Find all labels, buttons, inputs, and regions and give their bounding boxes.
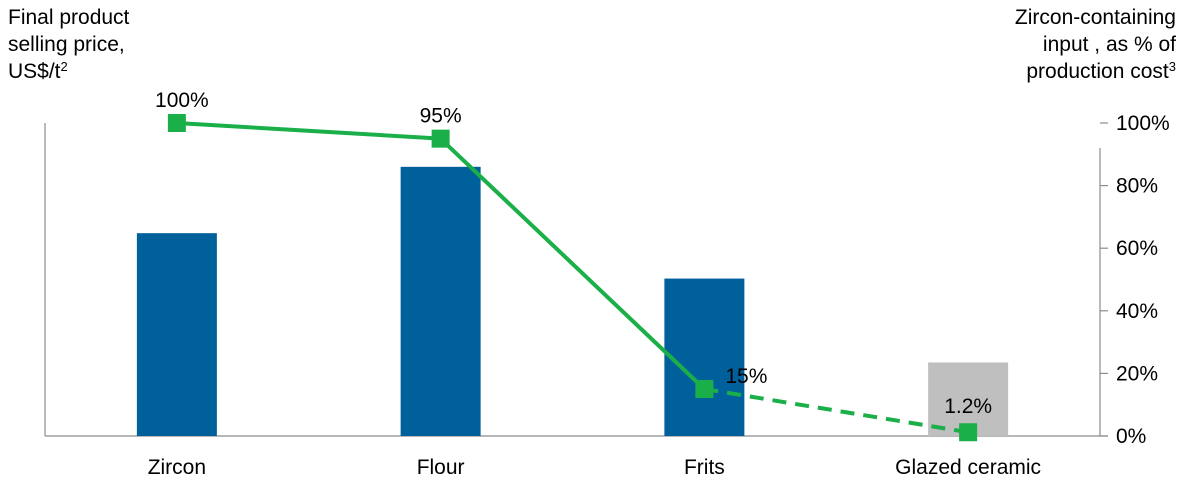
right-tick-label-80: 80% — [1116, 175, 1158, 198]
left-axis-title-line3: US$/t2 — [8, 59, 68, 83]
line-series — [167, 114, 978, 442]
labels: 0% 20% 40% 60% 80% 100% Zircon Flour Frits Glazed… — [148, 89, 1170, 479]
right-axis-title-line1: Zircon-containing — [1014, 6, 1176, 29]
left-axis-title-line1: Final product — [8, 6, 130, 29]
right-tick-label-60: 60% — [1116, 237, 1158, 260]
category-label-glazed-ceramic: Glazed ceramic — [895, 456, 1041, 479]
bar-flour — [400, 166, 481, 436]
point-label-frits: 15% — [725, 365, 767, 388]
bar-zircon — [136, 233, 217, 436]
marker-frits — [695, 380, 714, 399]
category-label-frits: Frits — [684, 456, 725, 479]
marker-glazed-ceramic — [959, 423, 978, 442]
point-label-glazed-ceramic: 1.2% — [944, 395, 992, 418]
category-label-zircon: Zircon — [148, 456, 206, 479]
point-label-flour: 95% — [420, 105, 462, 128]
right-axis-title-line3: production cost3 — [1026, 59, 1176, 83]
marker-zircon — [167, 114, 186, 132]
category-label-flour: Flour — [417, 456, 465, 479]
right-axis-title-line2: input , as % of — [1042, 33, 1176, 56]
right-tick-label-20: 20% — [1116, 362, 1158, 385]
left-axis-title: Final product selling price, US$/t2 — [8, 4, 129, 85]
right-tick-label-0: 0% — [1116, 425, 1146, 448]
bar-frits — [664, 278, 745, 436]
marker-flour — [431, 129, 450, 148]
right-tick-label-40: 40% — [1116, 300, 1158, 323]
line-segment-1 — [176, 121, 441, 141]
right-tick-label-100: 100% — [1116, 112, 1170, 135]
line-segment-2 — [439, 137, 706, 391]
right-axis-title: Zircon-containing input , as % of produc… — [1015, 4, 1176, 85]
left-axis-title-line2: selling price, — [8, 33, 125, 56]
bars — [136, 166, 1009, 436]
point-label-zircon: 100% — [155, 89, 209, 112]
